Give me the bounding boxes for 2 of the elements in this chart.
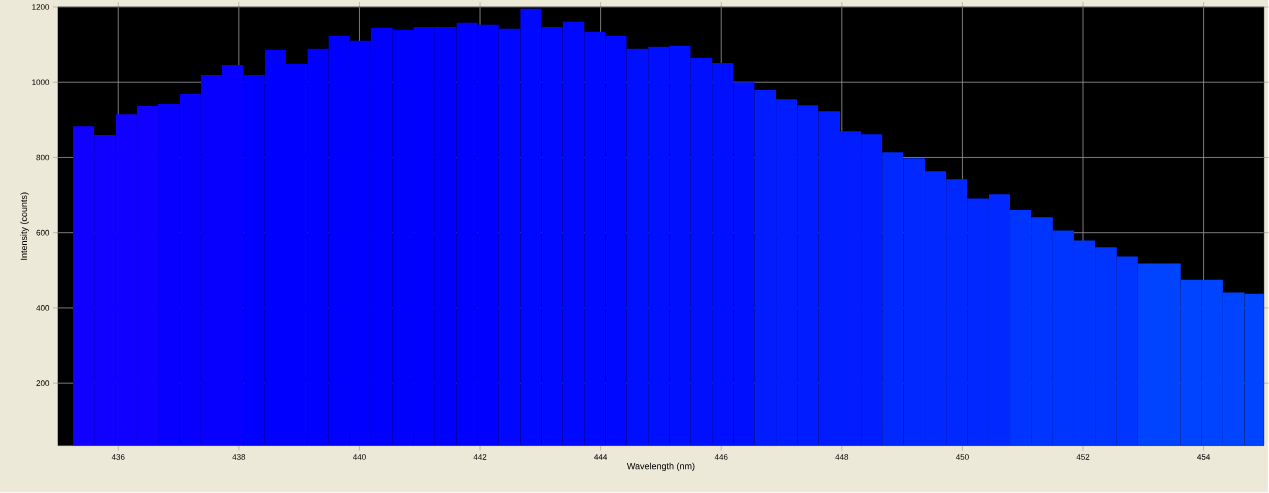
- x-axis-title: Wavelength (nm): [626, 462, 695, 472]
- y-axis-title: Intensity (counts): [20, 192, 29, 260]
